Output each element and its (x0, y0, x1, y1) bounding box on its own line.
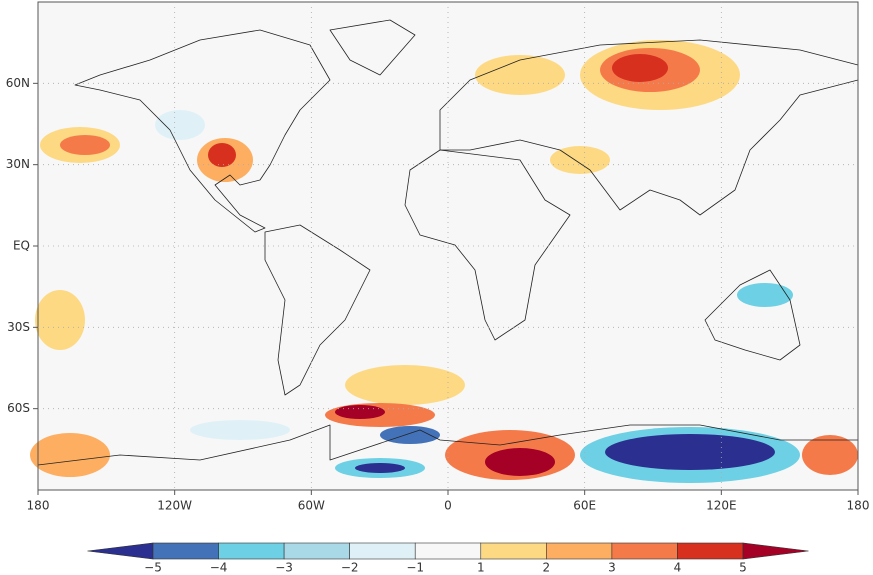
x-tick-label: 180 (27, 499, 50, 513)
coastline (404, 149, 571, 341)
colorbar-segment (480, 542, 547, 560)
colorbar-segment (546, 542, 613, 560)
y-tick-label: EQ (13, 239, 30, 253)
colorbar-label: −4 (210, 561, 228, 575)
x-tick-label: 120E (706, 499, 737, 513)
coastline (74, 29, 331, 233)
colorbar-segment (152, 542, 219, 560)
colorbar-label: 5 (739, 561, 747, 575)
colorbar-segment (742, 542, 809, 560)
colorbar-label: 2 (543, 561, 551, 575)
x-tick-label: 0 (444, 499, 452, 513)
anomaly-patch (737, 283, 793, 307)
colorbar-label: −2 (341, 561, 359, 575)
x-tick-label: 60E (573, 499, 596, 513)
y-tick-label: 60S (7, 401, 30, 415)
anomaly-patch (155, 110, 205, 140)
colorbar-segment (349, 542, 416, 560)
colorbar-label: −3 (275, 561, 293, 575)
coastline (439, 39, 859, 216)
colorbar-segment (283, 542, 350, 560)
anomaly-patch (335, 405, 385, 419)
colorbar-segment (414, 542, 482, 560)
colorbar-segment (218, 542, 285, 560)
anomaly-patch (190, 420, 290, 440)
y-tick-label: 30S (7, 320, 30, 334)
anomaly-patch (380, 426, 440, 444)
colorbar-label: 3 (608, 561, 616, 575)
anomaly-patch (35, 290, 85, 350)
colorbar-label: 1 (477, 561, 485, 575)
x-tick-label: 60W (298, 499, 325, 513)
colorbar-label: −5 (144, 561, 162, 575)
coastline (37, 424, 858, 466)
anomaly-patch (345, 365, 465, 405)
anomaly-patch (208, 143, 236, 167)
y-tick-label: 30N (6, 157, 30, 171)
colorbar-segment (677, 542, 744, 560)
anomaly-patch (475, 55, 565, 95)
anomaly-patches (30, 40, 858, 483)
coastline (329, 19, 416, 76)
x-tick-label: 180 (847, 499, 870, 513)
coastline (704, 269, 801, 361)
colorbar-label: 4 (674, 561, 682, 575)
anomaly-patch (485, 448, 555, 476)
colorbar-label: −1 (406, 561, 424, 575)
anomaly-patch (802, 435, 858, 475)
colorbar-segment (87, 542, 154, 560)
anomaly-patch (612, 54, 668, 82)
anomaly-patch (355, 463, 405, 473)
colorbar-segment (611, 542, 678, 560)
anomaly-patch (550, 146, 610, 174)
y-tick-label: 60N (6, 76, 30, 90)
anomaly-patch (30, 433, 110, 477)
anomaly-patch (60, 135, 110, 155)
anomaly-patch (605, 434, 775, 470)
x-tick-label: 120W (157, 499, 192, 513)
